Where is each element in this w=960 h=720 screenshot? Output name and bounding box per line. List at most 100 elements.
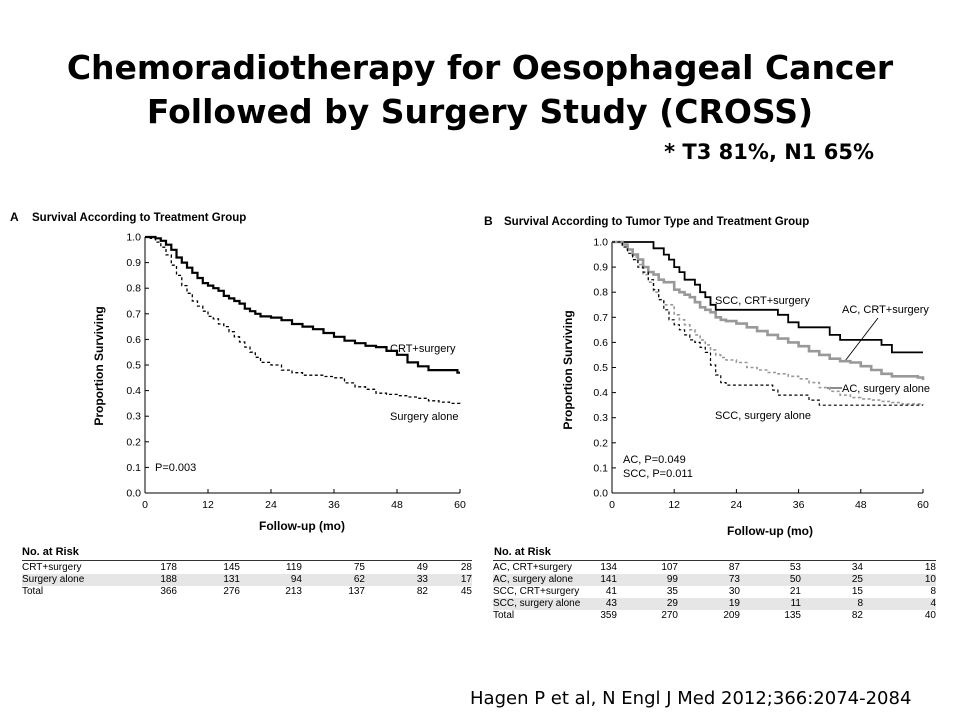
chart-b-y-tick-label: 0.6 xyxy=(593,337,608,349)
risk-cell: 188 xyxy=(152,574,177,586)
risk-cell: 18 xyxy=(924,562,936,573)
chart-b-series-ac-surgery-alone xyxy=(612,241,924,406)
chart-b-y-tick-label: 0.9 xyxy=(593,262,608,274)
risk-cell: 145 xyxy=(223,562,240,573)
chart-a-axes: 0.0 0.1 0.2 0.3 0.4 0.5 0.6 0.7 0.8 0.9 1.0 0 12 24 36… xyxy=(126,232,466,512)
risk-table-a-header: No. at Risk xyxy=(22,546,79,558)
chart-a-y-tick-label: 0.9 xyxy=(126,257,141,269)
chart-a-pvalue: P=0.003 xyxy=(155,462,196,474)
risk-cell: 30 xyxy=(728,586,740,597)
risk-cell: 41 xyxy=(605,586,617,597)
risk-table-a: CRT+surgery 178 145 119 75 49 28 Surgery… xyxy=(22,562,472,598)
risk-cell: 8 xyxy=(801,598,863,610)
chart-a-y-tick-label: 0.8 xyxy=(126,283,141,295)
risk-cell: 131 xyxy=(177,574,240,586)
risk-row-label: AC, surgery alone xyxy=(493,574,595,586)
risk-cell: 141 xyxy=(595,574,617,586)
risk-cell: 28 xyxy=(460,562,472,573)
risk-cell: 45 xyxy=(460,586,472,597)
chart-b-y-tick-label: 0.4 xyxy=(593,387,608,399)
risk-row: AC, CRT+surgery 134 107 87 53 34 18 xyxy=(493,562,936,574)
risk-cell: 82 xyxy=(416,586,428,597)
chart-b-x-tick-label: 60 xyxy=(917,499,929,511)
risk-cell: 178 xyxy=(160,562,177,573)
risk-cell: 119 xyxy=(286,562,302,573)
risk-cell: 25 xyxy=(801,574,863,586)
chart-b-y-tick-label: 0.2 xyxy=(593,437,608,449)
chart-b-x-tick-label: 0 xyxy=(609,499,615,511)
chart-a-x-tick-label: 0 xyxy=(142,499,148,511)
chart-a-curves xyxy=(145,235,461,406)
risk-cell: 8 xyxy=(930,586,936,597)
chart-a-xlabel: Follow-up (mo) xyxy=(259,519,345,533)
risk-cell: 29 xyxy=(617,598,678,610)
chart-b-label-ac-alone: AC, surgery alone xyxy=(842,383,930,395)
chart-a-y-tick-label: 0.6 xyxy=(126,334,141,346)
chart-b-label-scc-crt: SCC, CRT+surgery xyxy=(715,295,810,307)
chart-b-curves xyxy=(612,240,925,406)
chart-b-pvalue-scc: SCC, P=0.011 xyxy=(623,468,693,480)
risk-row: Surgery alone 188 131 94 62 33 17 xyxy=(22,574,472,586)
chart-a-label-crt-surgery: CRT+surgery xyxy=(390,343,456,355)
chart-a-x-tick-label: 24 xyxy=(265,499,277,511)
chart-a-y-tick-label: 0.3 xyxy=(126,411,141,423)
risk-cell: 82 xyxy=(851,610,863,621)
chart-a-ylabel: Proportion Surviving xyxy=(92,306,106,425)
risk-row-total: Total 366 276 213 137 82 45 xyxy=(22,586,472,598)
risk-cell: 50 xyxy=(740,574,801,586)
risk-row: AC, surgery alone 141 99 73 50 25 10 xyxy=(493,574,936,586)
risk-cell: 359 xyxy=(600,610,617,621)
chart-b-panel-letter: B xyxy=(484,214,493,228)
risk-cell: 53 xyxy=(789,562,801,573)
chart-b-x-tick-label: 12 xyxy=(668,499,680,511)
risk-row-label: SCC, CRT+surgery xyxy=(493,586,580,597)
risk-cell: 99 xyxy=(617,574,678,586)
chart-b-x-tick-label: 48 xyxy=(855,499,867,511)
risk-cell: 11 xyxy=(740,598,801,610)
chart-b-series-ac-crt-surgery xyxy=(612,240,925,381)
chart-a-y-tick-label: 0.2 xyxy=(126,436,141,448)
chart-a-panel-letter: A xyxy=(10,210,19,224)
slide-title: Chemoradiotherapy for Oesophageal Cancer… xyxy=(60,46,900,134)
risk-cell: 21 xyxy=(789,586,801,597)
chart-a-y-tick-label: 0.1 xyxy=(126,462,141,474)
chart-a-series-crt-surgery xyxy=(145,235,460,374)
risk-cell: 75 xyxy=(353,562,365,573)
risk-cell: 270 xyxy=(661,610,678,621)
chart-b-xlabel: Follow-up (mo) xyxy=(727,524,813,538)
risk-table-b-header: No. at Risk xyxy=(494,546,551,558)
chart-a-y-tick-label: 0.7 xyxy=(126,308,141,320)
risk-table-b: AC, CRT+surgery 134 107 87 53 34 18 AC, … xyxy=(493,562,936,622)
risk-row-label: SCC, surgery alone xyxy=(493,598,595,610)
risk-cell: 34 xyxy=(851,562,863,573)
chart-b-y-tick-label: 0.1 xyxy=(593,462,608,474)
chart-b-x-tick-label: 24 xyxy=(731,499,743,511)
risk-row: SCC, CRT+surgery 41 35 30 21 15 8 xyxy=(493,586,936,598)
risk-cell: 87 xyxy=(728,562,740,573)
risk-cell: 213 xyxy=(285,586,302,597)
chart-a-label-surgery-alone: Surgery alone xyxy=(390,411,459,423)
chart-b-y-tick-label: 0.0 xyxy=(593,488,608,500)
chart-a-x-tick-label: 48 xyxy=(391,499,403,511)
risk-row-label: Total xyxy=(22,586,44,597)
risk-cell: 40 xyxy=(924,610,936,621)
risk-cell: 276 xyxy=(223,586,240,597)
chart-a-y-tick-label: 1.0 xyxy=(126,232,141,244)
risk-cell: 10 xyxy=(863,574,936,586)
chart-a-x-tick-label: 12 xyxy=(202,499,214,511)
chart-a-y-tick-label: 0.5 xyxy=(126,360,141,372)
chart-b-y-tick-label: 0.3 xyxy=(593,412,608,424)
chart-a-y-tick-label: 0.0 xyxy=(126,488,141,500)
chart-b-series-scc-surgery-alone xyxy=(612,241,923,406)
risk-cell: 94 xyxy=(240,574,302,586)
risk-row: SCC, surgery alone 43 29 19 11 8 4 xyxy=(493,598,936,610)
risk-cell: 43 xyxy=(595,598,617,610)
chart-b-series-scc-crt-surgery xyxy=(612,241,923,354)
chart-a-title: Survival According to Treatment Group xyxy=(32,212,246,224)
chart-b-label-scc-alone: SCC, surgery alone xyxy=(715,410,811,422)
risk-table-a-rule xyxy=(22,560,472,561)
risk-cell: 35 xyxy=(666,586,678,597)
chart-a-x-tick-label: 60 xyxy=(454,499,466,511)
risk-row-label: AC, CRT+surgery xyxy=(493,562,573,573)
risk-cell: 4 xyxy=(863,598,936,610)
